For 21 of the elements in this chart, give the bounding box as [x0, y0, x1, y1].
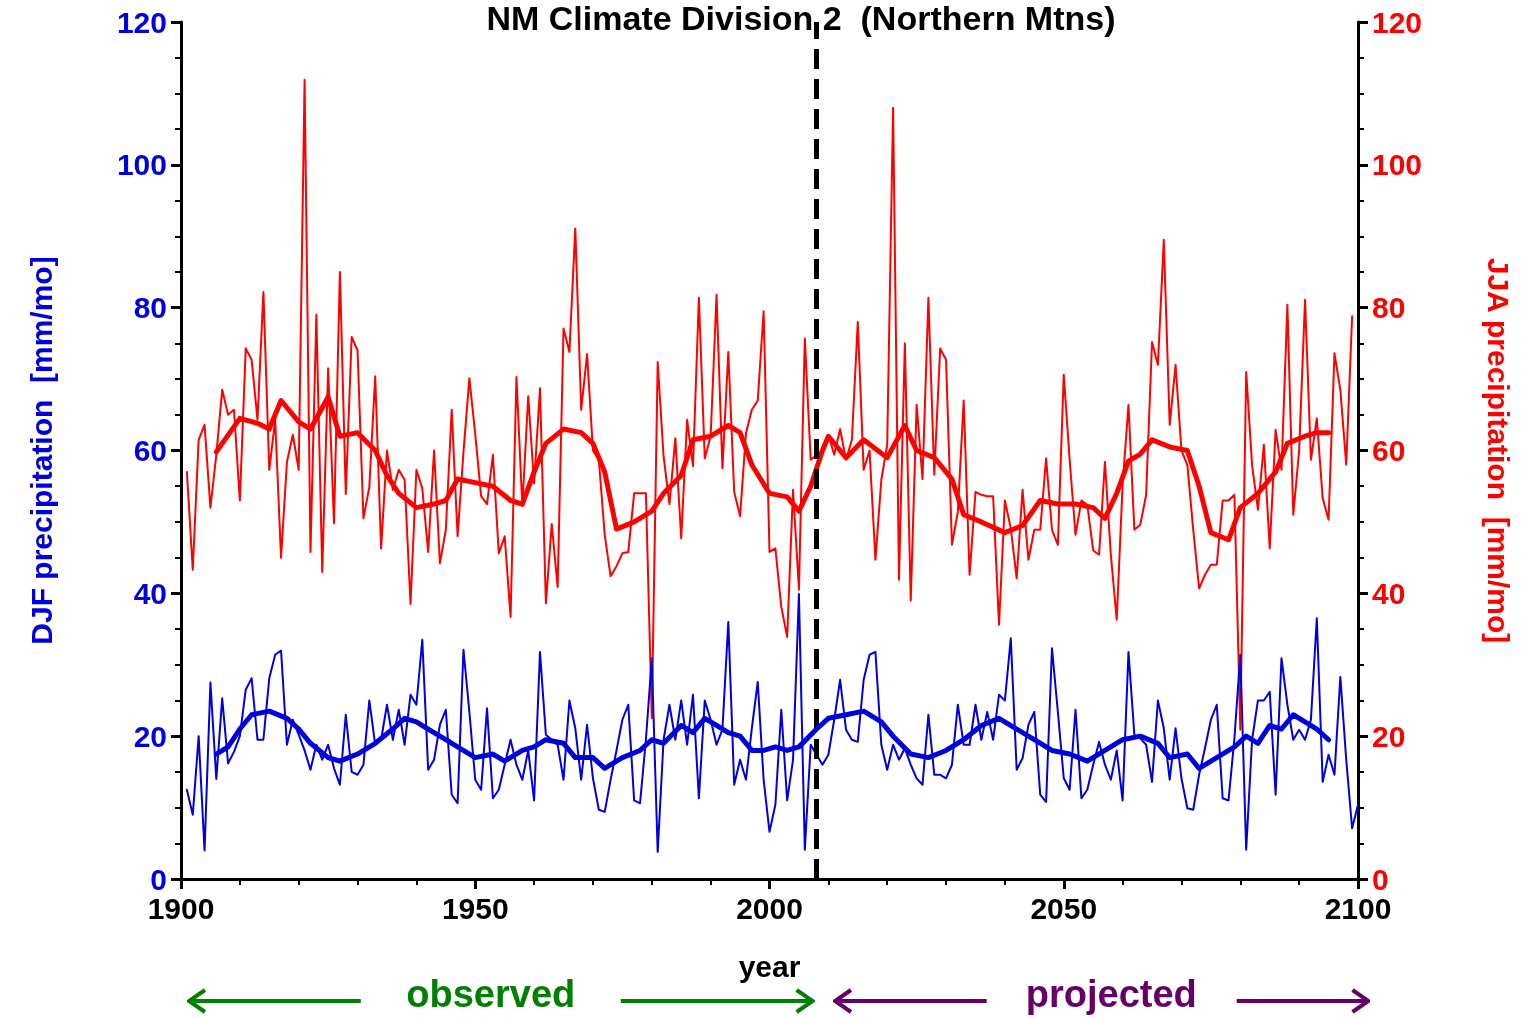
y2-axis-title: JJA precipitation [mm/mo]	[1481, 257, 1515, 644]
y-axis-title: DJF precipitation [mm/mo]	[24, 256, 58, 645]
chart-title: NM Climate Division 2 (Northern Mtns)	[486, 0, 1116, 37]
x-tick-label: 2050	[1030, 891, 1098, 925]
x-tick-label: 2000	[736, 891, 803, 925]
y2-tick-label: 80	[1372, 291, 1406, 325]
y2-tick-label: 40	[1372, 576, 1406, 610]
text: projected	[1025, 973, 1197, 1016]
y2-tick-label: 20	[1372, 719, 1406, 753]
y2-tick-label: 100	[1372, 148, 1423, 182]
text: observed	[406, 973, 576, 1016]
y-tick-label: 80	[133, 291, 167, 325]
x-tick-label: 1950	[441, 891, 509, 925]
y-tick-label: 120	[116, 5, 167, 39]
y-tick-label: 40	[133, 576, 167, 610]
y-tick-label: 100	[116, 148, 167, 182]
y-tick-label: 20	[133, 719, 167, 753]
y2-tick-label: 120	[1372, 5, 1423, 39]
y2-tick-label: 60	[1372, 434, 1406, 467]
y-tick-label: 60	[133, 434, 167, 467]
x-axis-title: year	[738, 949, 801, 983]
